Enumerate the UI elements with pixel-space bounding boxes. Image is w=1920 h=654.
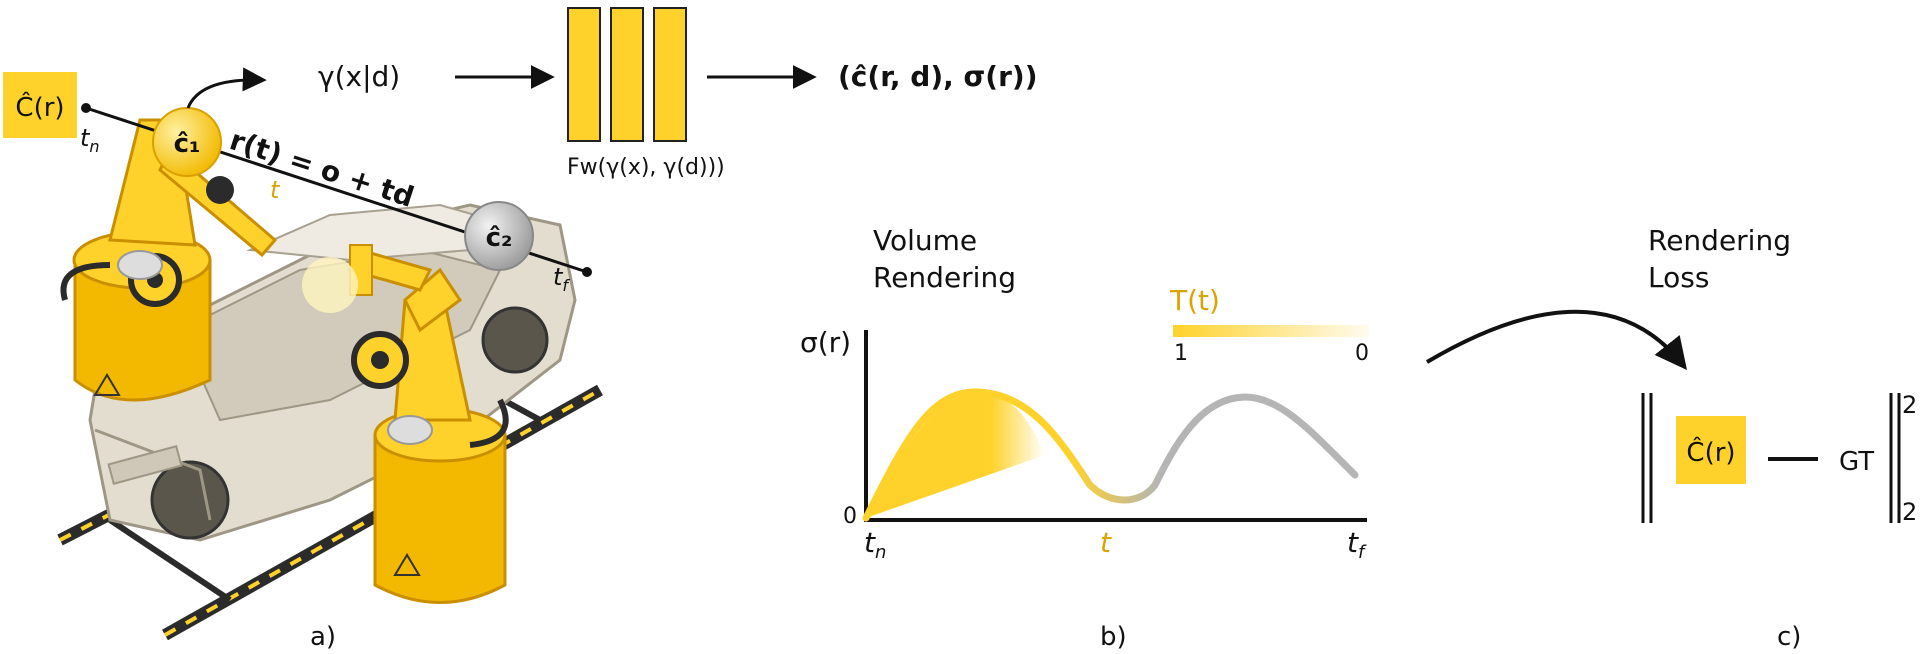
warning-icon [393, 553, 421, 576]
warning-icon [93, 373, 121, 396]
loss-arrow [1425, 309, 1687, 371]
rendered-color-box [3, 72, 77, 138]
t-sample-label: t [270, 176, 281, 204]
transmittance-gradient-bar [1173, 325, 1369, 337]
volume-rendering-title-1: Volume [873, 224, 977, 257]
t-near-label: tn [80, 124, 100, 156]
network-output: (ĉ(r, d), σ(r)) [838, 60, 1038, 93]
norm-right-bars [1889, 393, 1901, 523]
transmittance-one: 1 [1174, 341, 1188, 366]
transmittance-zero: 0 [1355, 341, 1369, 366]
x-axis-tn: tn [864, 526, 886, 563]
volume-rendering-title-2: Rendering [873, 261, 1016, 294]
y-axis-zero: 0 [843, 504, 857, 529]
ray-equation: r(t) = o + td [226, 123, 418, 214]
caption-c: c) [1777, 622, 1801, 652]
camera-1-sphere [152, 107, 222, 177]
camera-2-label: ĉ₂ [486, 223, 513, 253]
left-robot-arm [60, 118, 278, 402]
t-far-label: tf [553, 263, 570, 295]
rendering-loss-title-1: Rendering [1648, 224, 1791, 257]
density-curve [862, 388, 1359, 522]
ground-truth-label: GT [1839, 447, 1874, 477]
x-axis-tf: tf [1347, 526, 1367, 563]
accumulated-density-area [866, 391, 1045, 518]
right-robot-arm [347, 244, 509, 604]
robot-car-illustration [57, 118, 603, 641]
rendering-loss-title-2: Loss [1648, 261, 1709, 294]
encoding-arrow [186, 67, 267, 109]
loss-rendered-label: Ĉ(r) [1686, 436, 1735, 468]
norm-subscript: 2 [1902, 498, 1917, 526]
caption-a: a) [310, 622, 336, 652]
norm-left-bars [1641, 393, 1653, 523]
x-axis-t: t [1100, 526, 1112, 559]
norm-superscript: 2 [1902, 391, 1917, 419]
loss-rendered-box [1676, 416, 1746, 484]
camera-1-label: ĉ₁ [174, 129, 201, 159]
density-axis-label: σ(r) [800, 326, 851, 359]
ray-start-point [81, 103, 91, 113]
positional-encoding: γ(x|d) [318, 60, 400, 93]
network-label: Fw(γ(x), γ(d))) [567, 155, 725, 180]
transmittance-label: T(t) [1169, 284, 1220, 317]
caption-b: b) [1100, 622, 1127, 652]
mlp-network [567, 7, 687, 142]
camera-2-sphere [464, 201, 534, 271]
ray-end-point [582, 267, 592, 277]
weld-glow [302, 257, 358, 313]
rendered-color-label: Ĉ(r) [15, 91, 64, 123]
